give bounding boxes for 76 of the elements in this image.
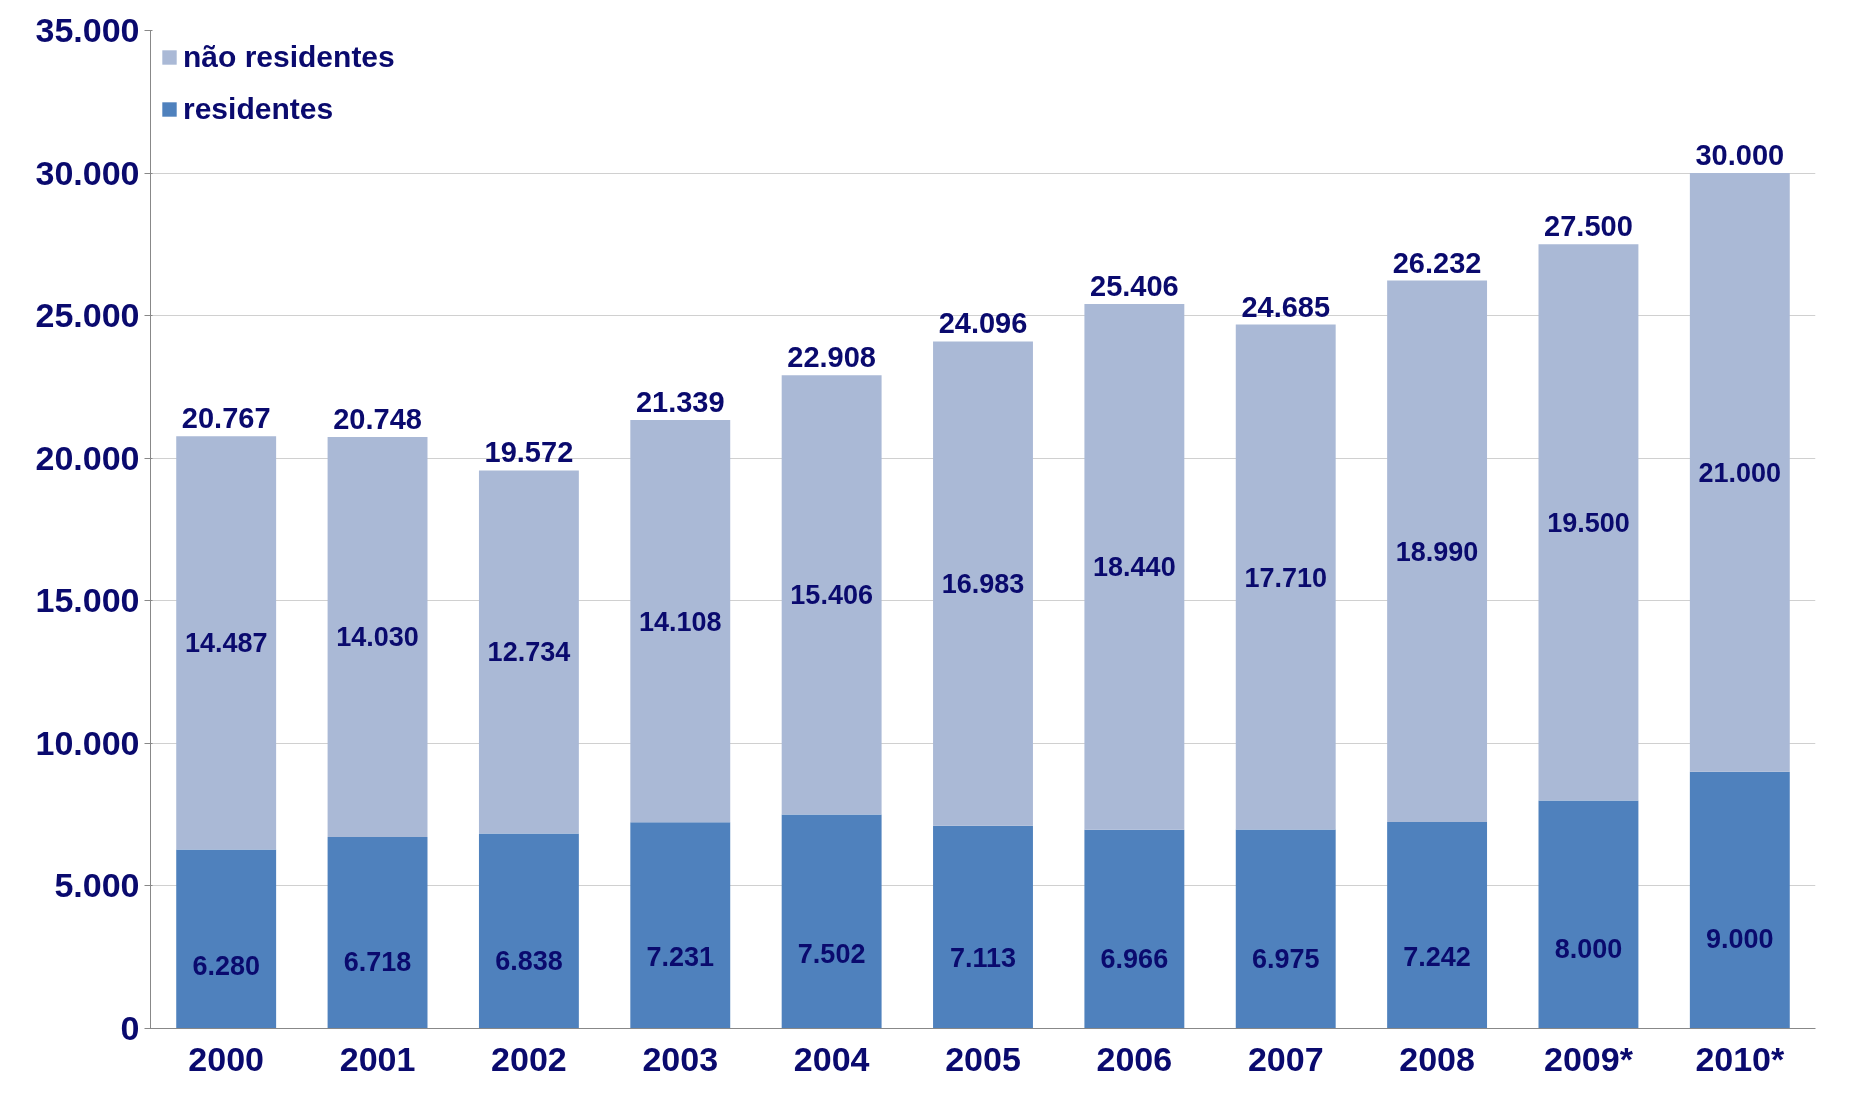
x-tick-label: 2010* bbox=[1695, 1039, 1786, 1078]
x-tick-label: 2003 bbox=[642, 1039, 719, 1078]
legend-label: não residentes bbox=[183, 40, 395, 74]
bar bbox=[176, 436, 277, 850]
total-label: 20.767 bbox=[181, 402, 271, 435]
data-label: 14.030 bbox=[336, 622, 419, 653]
data-label: 6.975 bbox=[1251, 944, 1320, 975]
y-tick-label: 0 bbox=[120, 1009, 140, 1047]
bar bbox=[478, 833, 579, 1029]
bar bbox=[781, 375, 882, 815]
bar bbox=[327, 836, 428, 1029]
data-label: 14.108 bbox=[638, 606, 722, 637]
bar bbox=[327, 436, 428, 837]
x-tick-label: 2005 bbox=[945, 1039, 1021, 1078]
bar bbox=[630, 420, 731, 823]
total-label: 19.572 bbox=[484, 436, 574, 469]
bar bbox=[1689, 771, 1790, 1029]
data-label: 17.710 bbox=[1244, 562, 1328, 593]
x-tick-label: 2008 bbox=[1399, 1039, 1475, 1078]
y-tick-label: 25.000 bbox=[35, 296, 140, 335]
bar bbox=[176, 849, 277, 1029]
total-label: 25.406 bbox=[1090, 270, 1179, 303]
x-tick-label: 2001 bbox=[339, 1039, 416, 1078]
x-tick-label: 2004 bbox=[793, 1039, 870, 1078]
bar bbox=[478, 470, 579, 834]
bar bbox=[1084, 304, 1185, 830]
data-label: 7.231 bbox=[646, 941, 715, 972]
data-label: 9.000 bbox=[1706, 924, 1774, 955]
y-tick-label: 5.000 bbox=[54, 866, 140, 905]
bar bbox=[1387, 822, 1488, 1029]
data-label: 14.487 bbox=[184, 628, 268, 659]
x-tick-label: 2002 bbox=[491, 1039, 567, 1078]
data-label: 6.838 bbox=[495, 945, 563, 976]
data-label: 18.990 bbox=[1395, 536, 1479, 567]
total-label: 24.685 bbox=[1241, 290, 1331, 323]
x-tick-label: 2009* bbox=[1544, 1039, 1634, 1078]
data-label: 21.000 bbox=[1698, 457, 1782, 488]
data-label: 6.280 bbox=[192, 951, 260, 982]
x-tick-label: 2000 bbox=[188, 1039, 264, 1078]
data-label: 7.502 bbox=[797, 939, 866, 970]
bar bbox=[1689, 173, 1790, 772]
bar bbox=[933, 341, 1033, 826]
bar bbox=[781, 814, 882, 1029]
bar bbox=[630, 822, 731, 1029]
y-tick-label: 10.000 bbox=[35, 723, 140, 762]
data-label: 16.983 bbox=[941, 569, 1025, 600]
bar bbox=[1538, 800, 1639, 1029]
data-label: 12.734 bbox=[487, 637, 571, 668]
total-label: 27.500 bbox=[1544, 210, 1633, 243]
x-tick-label: 2006 bbox=[1096, 1039, 1173, 1078]
data-label: 6.718 bbox=[343, 946, 412, 977]
data-label: 19.500 bbox=[1547, 507, 1630, 538]
bar bbox=[1235, 324, 1336, 830]
legend-label: residentes bbox=[183, 92, 334, 126]
data-label: 6.966 bbox=[1100, 944, 1169, 975]
total-label: 30.000 bbox=[1695, 139, 1785, 172]
bar bbox=[1084, 829, 1185, 1029]
y-tick-label: 20.000 bbox=[35, 438, 140, 477]
data-label: 18.440 bbox=[1093, 552, 1176, 583]
y-tick-label: 35.000 bbox=[35, 11, 140, 49]
bar bbox=[933, 825, 1033, 1029]
data-label: 7.113 bbox=[949, 943, 1017, 974]
y-tick-label: 30.000 bbox=[35, 153, 140, 192]
total-label: 22.908 bbox=[787, 341, 876, 374]
y-tick-label: 15.000 bbox=[35, 581, 140, 620]
data-label: 7.242 bbox=[1403, 941, 1471, 972]
data-label: 15.406 bbox=[790, 580, 873, 611]
total-label: 26.232 bbox=[1392, 246, 1482, 279]
total-label: 20.748 bbox=[333, 402, 422, 435]
total-label: 21.339 bbox=[635, 386, 725, 419]
bar bbox=[1387, 280, 1488, 822]
bar bbox=[1538, 244, 1639, 801]
bar bbox=[1235, 829, 1336, 1029]
x-tick-label: 2007 bbox=[1247, 1039, 1324, 1078]
total-label: 24.096 bbox=[938, 307, 1028, 340]
data-label: 8.000 bbox=[1554, 934, 1623, 965]
